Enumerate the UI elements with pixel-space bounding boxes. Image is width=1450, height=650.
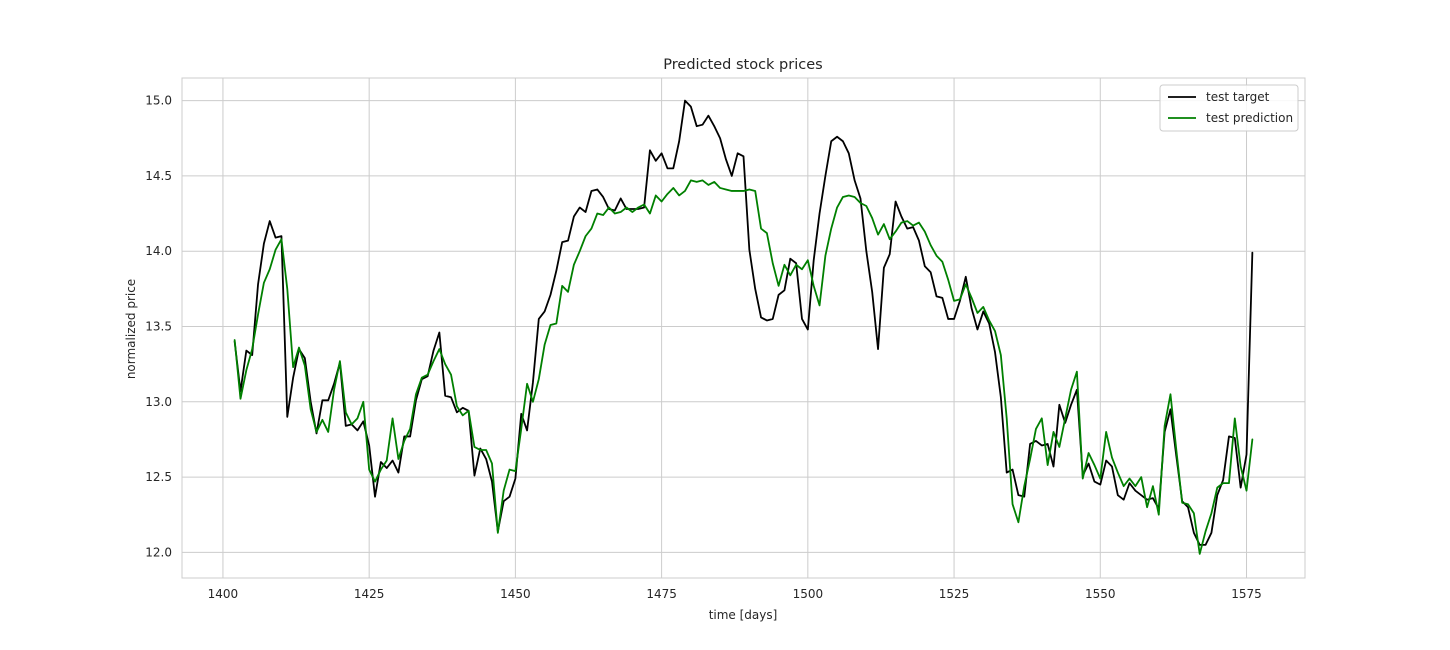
grid-lines — [182, 78, 1305, 578]
x-tick-label: 1525 — [939, 587, 970, 601]
y-tick-label: 12.0 — [145, 545, 172, 559]
y-tick-label: 15.0 — [145, 94, 172, 108]
x-tick-label: 1475 — [646, 587, 677, 601]
y-tick-label: 13.0 — [145, 395, 172, 409]
y-tick-labels: 12.0 12.5 13.0 13.5 14.0 14.5 15.0 — [145, 94, 172, 560]
x-tick-label: 1425 — [354, 587, 385, 601]
series-line-test-prediction — [233, 179, 1254, 555]
x-tick-label: 1450 — [500, 587, 531, 601]
y-tick-label: 14.5 — [145, 169, 172, 183]
y-tick-label: 14.0 — [145, 244, 172, 258]
y-tick-label: 13.5 — [145, 319, 172, 333]
x-tick-label: 1400 — [208, 587, 239, 601]
legend: test target test prediction — [1159, 84, 1299, 132]
plot-frame — [181, 77, 1306, 579]
x-axis-label: time [days] — [709, 608, 778, 622]
x-tick-label: 1575 — [1231, 587, 1262, 601]
x-tick-labels: 1400 1425 1450 1475 1500 1525 1550 1575 — [208, 587, 1262, 601]
y-axis-label: normalized price — [124, 279, 138, 379]
series-lines — [233, 99, 1254, 555]
chart-title: Predicted stock prices — [663, 57, 822, 73]
y-tick-label: 12.5 — [145, 470, 172, 484]
x-tick-label: 1500 — [793, 587, 824, 601]
legend-label: test prediction — [1206, 111, 1293, 125]
legend-label: test target — [1206, 90, 1270, 104]
x-tick-label: 1550 — [1085, 587, 1116, 601]
plot-area — [182, 78, 1305, 578]
